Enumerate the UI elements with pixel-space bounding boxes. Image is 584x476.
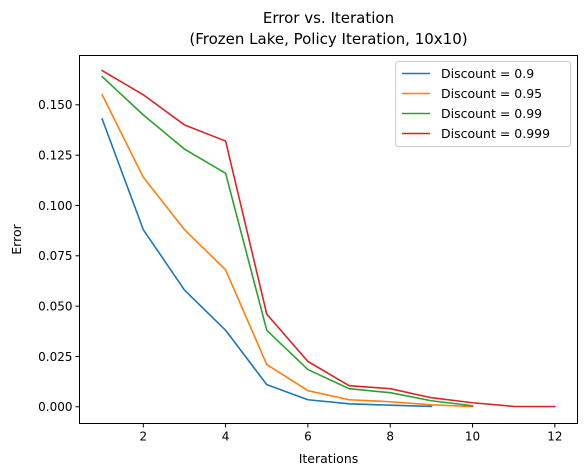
series-line-1	[101, 93, 474, 408]
chart-title-line-1: Error vs. Iteration	[263, 9, 394, 27]
y-tick-label: 0.150	[38, 98, 72, 112]
x-axis-ticks: 2 4 6 8 10 12	[139, 423, 563, 444]
y-tick-label: 0.075	[38, 249, 72, 263]
plot-frame	[79, 55, 578, 424]
y-axis-label: Error	[9, 223, 24, 254]
x-tick-label: 8	[386, 430, 394, 444]
x-tick-label: 2	[139, 430, 147, 444]
legend-entry-0: Discount = 0.9	[441, 66, 534, 81]
legend: Discount = 0.9 Discount = 0.95 Discount = …	[395, 61, 571, 147]
legend-entry-1: Discount = 0.95	[441, 86, 542, 101]
legend-box	[395, 61, 571, 147]
y-tick-label: 0.125	[38, 148, 72, 162]
y-tick-label: 0.100	[38, 199, 72, 213]
x-tick-label: 12	[547, 430, 562, 444]
x-tick-label: 10	[465, 430, 480, 444]
legend-entry-3: Discount = 0.999	[441, 126, 550, 141]
y-tick-label: 0.000	[38, 400, 72, 414]
x-tick-label: 6	[304, 430, 312, 444]
y-tick-label: 0.025	[38, 350, 72, 364]
x-tick-label: 4	[222, 430, 230, 444]
series-line-2	[101, 75, 474, 407]
series-line-3	[101, 69, 556, 408]
series-lines	[101, 69, 556, 408]
y-tick-label: 0.050	[38, 299, 72, 313]
x-axis-label: Iterations	[299, 451, 359, 466]
y-axis-ticks: 0.000 0.025 0.050 0.075 0.100 0.125 0.150	[38, 98, 80, 414]
series-line-0	[101, 117, 433, 408]
legend-entry-2: Discount = 0.99	[441, 106, 542, 121]
chart-title-line-2: (Frozen Lake, Policy Iteration, 10x10)	[189, 30, 467, 48]
